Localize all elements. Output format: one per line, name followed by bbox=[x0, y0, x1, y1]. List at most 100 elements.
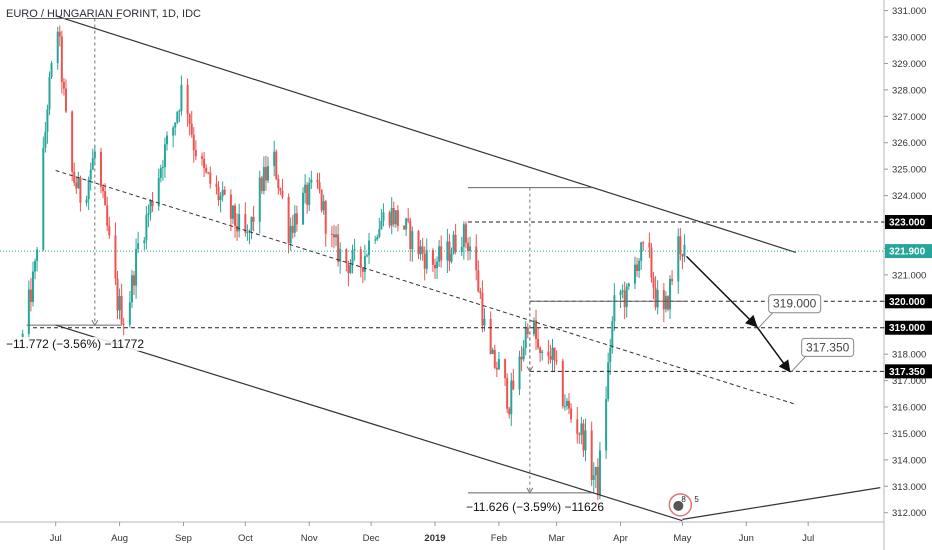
candle-down bbox=[403, 225, 406, 230]
candle-up bbox=[221, 189, 224, 197]
candle-up bbox=[157, 177, 160, 207]
y-tick-label: 316.000 bbox=[892, 403, 926, 414]
x-tick-label: Aug bbox=[111, 533, 128, 544]
candle-down bbox=[279, 188, 282, 191]
candle-up bbox=[376, 236, 379, 240]
candle-up bbox=[522, 347, 525, 360]
candle-up bbox=[565, 400, 568, 407]
candle-up bbox=[246, 232, 249, 234]
candle-up bbox=[638, 260, 641, 271]
candle-up bbox=[165, 135, 168, 145]
candle-up bbox=[250, 216, 253, 231]
candle-up bbox=[598, 450, 601, 495]
candle-down bbox=[252, 216, 255, 222]
candle-up bbox=[594, 466, 597, 476]
indicator-count: 8 bbox=[681, 495, 686, 504]
candle-down bbox=[277, 179, 280, 189]
candle-down bbox=[506, 378, 509, 409]
candle-down bbox=[421, 246, 424, 254]
candle-up bbox=[394, 210, 397, 225]
candle-down bbox=[320, 189, 323, 211]
candle-down bbox=[652, 277, 655, 289]
candle-up bbox=[627, 283, 630, 287]
candle-down bbox=[504, 358, 507, 379]
candle-up bbox=[163, 144, 166, 168]
candle-up bbox=[304, 184, 307, 193]
candle-up bbox=[469, 246, 472, 252]
x-tick-label: Dec bbox=[363, 533, 380, 544]
indicator-dot bbox=[673, 500, 684, 511]
candle-up bbox=[176, 112, 179, 123]
price-badge: 319.000 bbox=[885, 320, 932, 335]
candle-down bbox=[209, 172, 212, 184]
current-price-label: 321.900 bbox=[889, 247, 926, 258]
candle-down bbox=[512, 380, 515, 390]
y-tick-label: 330.000 bbox=[892, 33, 926, 44]
candle-up bbox=[368, 240, 371, 256]
price-badge-bg bbox=[885, 320, 932, 335]
candle-down bbox=[650, 247, 653, 278]
price-badge-label: 323.000 bbox=[889, 218, 926, 229]
candle-down bbox=[475, 246, 478, 271]
support-line bbox=[682, 487, 881, 520]
candle-up bbox=[77, 177, 80, 189]
candle-up bbox=[524, 327, 527, 348]
candle-down bbox=[116, 278, 119, 311]
candle-down bbox=[192, 134, 195, 151]
candle-up bbox=[93, 151, 96, 158]
candle-up bbox=[551, 347, 554, 360]
candle-down bbox=[201, 156, 204, 159]
candle-up bbox=[56, 31, 59, 64]
note-pointer bbox=[791, 356, 807, 372]
candle-down bbox=[188, 114, 191, 124]
candle-down bbox=[120, 296, 123, 324]
candle-up bbox=[50, 63, 53, 77]
candle-up bbox=[425, 250, 428, 269]
candle-up bbox=[159, 167, 162, 178]
candle-up bbox=[450, 253, 453, 262]
candle-down bbox=[434, 264, 436, 269]
candle-up bbox=[613, 295, 616, 322]
candle-up bbox=[532, 320, 535, 335]
candle-down bbox=[681, 254, 684, 257]
current-price-badge: 321.900 bbox=[885, 244, 932, 259]
candle-down bbox=[495, 367, 498, 370]
note-pointer bbox=[758, 312, 774, 329]
y-tick-label: 325.000 bbox=[892, 165, 926, 176]
candle-down bbox=[236, 225, 239, 232]
x-tick-label: Jul bbox=[50, 533, 62, 544]
candle-down bbox=[190, 123, 193, 135]
candle-up bbox=[174, 122, 177, 128]
candle-up bbox=[625, 286, 628, 308]
candle-up bbox=[118, 296, 121, 311]
channel-median-line bbox=[55, 169, 796, 405]
candle-up bbox=[137, 243, 140, 250]
candle-down bbox=[489, 319, 492, 355]
candle-up bbox=[31, 271, 34, 303]
candles bbox=[21, 25, 686, 505]
x-tick-label: May bbox=[673, 533, 691, 544]
candle-up bbox=[374, 239, 377, 241]
candle-down bbox=[539, 347, 542, 354]
candle-down bbox=[642, 242, 645, 244]
current-price-badge-bg bbox=[885, 244, 932, 259]
candle-down bbox=[535, 320, 538, 340]
candle-up bbox=[605, 399, 608, 451]
y-tick-label: 329.000 bbox=[892, 59, 926, 70]
candle-down bbox=[392, 207, 395, 225]
candle-up bbox=[289, 225, 292, 244]
candle-down bbox=[151, 200, 154, 207]
candle-down bbox=[223, 189, 226, 195]
measurement-label-2: −11.626 (−3.59%) −11626 bbox=[466, 499, 604, 514]
candle-down bbox=[568, 400, 571, 409]
candle-down bbox=[396, 210, 399, 226]
x-tick-label: Apr bbox=[613, 533, 628, 544]
candle-up bbox=[273, 151, 276, 167]
candle-down bbox=[207, 172, 210, 174]
candle-up bbox=[238, 214, 241, 232]
candle-down bbox=[234, 205, 237, 226]
candle-up bbox=[491, 349, 494, 355]
